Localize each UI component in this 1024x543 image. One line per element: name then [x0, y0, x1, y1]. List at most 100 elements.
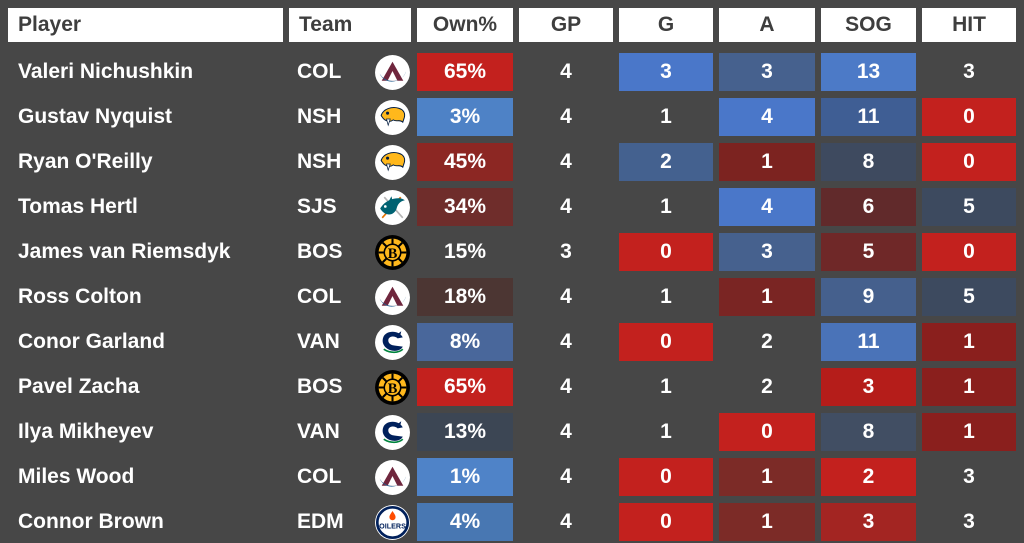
assists-cell: 1	[719, 503, 815, 541]
player-name: Ross Colton	[18, 285, 142, 308]
goals-cell: 0	[619, 503, 713, 541]
hits-cell: 0	[922, 233, 1016, 271]
goals-cell: 1	[660, 105, 672, 128]
goals-cell: 1	[660, 375, 672, 398]
ownership-pct-cell: 65%	[417, 53, 513, 91]
team-abbr: NSH	[297, 105, 342, 128]
svg-text:B: B	[388, 380, 398, 396]
team-cell: BOS B	[289, 233, 411, 271]
shots-on-goal-cell: 3	[821, 503, 916, 541]
table-row: Conor Garland VAN 8% 4 0 2 11 1	[8, 323, 1016, 361]
team-cell: NSH	[289, 143, 411, 181]
colorado-avalanche-logo-icon	[374, 54, 411, 91]
games-played-cell: 4	[560, 420, 572, 443]
ownership-pct-cell: 1%	[417, 458, 513, 496]
player-name: Ryan O'Reilly	[18, 150, 153, 173]
assists-cell: 4	[719, 98, 815, 136]
player-name: Gustav Nyquist	[18, 105, 173, 128]
svg-text:B: B	[388, 245, 398, 261]
edmonton-oilers-logo-icon: OILERS	[374, 504, 411, 541]
table-row: Tomas Hertl SJS 34% 4 1 4 6 5	[8, 188, 1016, 226]
player-name: Pavel Zacha	[18, 375, 140, 398]
games-played-cell: 4	[560, 330, 572, 353]
shots-on-goal-cell: 8	[821, 413, 916, 451]
shots-on-goal-cell: 3	[821, 368, 916, 406]
player-name: Connor Brown	[18, 510, 164, 533]
games-played-cell: 4	[560, 375, 572, 398]
col-header-hit: HIT	[922, 8, 1016, 42]
boston-bruins-logo-icon: B	[374, 234, 411, 271]
assists-cell: 3	[719, 53, 815, 91]
vancouver-canucks-logo-icon	[374, 324, 411, 361]
team-cell: EDM OILERS	[289, 503, 411, 541]
assists-cell: 1	[719, 143, 815, 181]
ownership-pct-cell: 4%	[417, 503, 513, 541]
team-cell: COL	[289, 53, 411, 91]
games-played-cell: 4	[560, 150, 572, 173]
team-abbr: COL	[297, 60, 342, 83]
ownership-pct-cell: 34%	[417, 188, 513, 226]
team-cell: NSH	[289, 98, 411, 136]
goals-cell: 0	[619, 233, 713, 271]
team-abbr: SJS	[297, 195, 337, 218]
player-name: Miles Wood	[18, 465, 135, 488]
shots-on-goal-cell: 13	[821, 53, 916, 91]
table-row: Pavel Zacha BOS B 65% 4 1 2 3 1	[8, 368, 1016, 406]
shots-on-goal-cell: 2	[821, 458, 916, 496]
team-cell: VAN	[289, 413, 411, 451]
col-header-team: Team	[289, 8, 411, 42]
hits-cell: 3	[963, 510, 975, 533]
shots-on-goal-cell: 8	[821, 143, 916, 181]
table-row: Ryan O'Reilly NSH 45% 4 2 1 8 0	[8, 143, 1016, 181]
hits-cell: 1	[922, 368, 1016, 406]
games-played-cell: 4	[560, 105, 572, 128]
team-abbr: BOS	[297, 375, 343, 398]
team-cell: COL	[289, 278, 411, 316]
assists-cell: 2	[761, 375, 773, 398]
assists-cell: 1	[719, 278, 815, 316]
assists-cell: 3	[719, 233, 815, 271]
table-header: Player Team Own% GP G A SOG HIT	[8, 8, 1016, 42]
table-row: Ilya Mikheyev VAN 13% 4 1 0 8 1	[8, 413, 1016, 451]
games-played-cell: 4	[560, 465, 572, 488]
col-header-gp: GP	[519, 8, 613, 42]
assists-cell: 1	[719, 458, 815, 496]
assists-cell: 2	[761, 330, 773, 353]
table-row: Gustav Nyquist NSH 3% 4 1 4 11 0	[8, 98, 1016, 136]
team-abbr: COL	[297, 285, 342, 308]
colorado-avalanche-logo-icon	[374, 459, 411, 496]
player-name: Ilya Mikheyev	[18, 420, 154, 443]
team-cell: SJS	[289, 188, 411, 226]
vancouver-canucks-logo-icon	[374, 414, 411, 451]
team-abbr: VAN	[297, 330, 340, 353]
boston-bruins-logo-icon: B	[374, 369, 411, 406]
table-row: Connor Brown EDM OILERS 4% 4 0 1 3 3	[8, 503, 1016, 541]
team-abbr: VAN	[297, 420, 340, 443]
hits-cell: 5	[922, 278, 1016, 316]
hits-cell: 1	[922, 413, 1016, 451]
goals-cell: 1	[660, 195, 672, 218]
hits-cell: 5	[922, 188, 1016, 226]
player-name: Valeri Nichushkin	[18, 60, 194, 83]
ownership-pct-cell: 45%	[417, 143, 513, 181]
ownership-pct-cell: 3%	[417, 98, 513, 136]
col-header-sog: SOG	[821, 8, 916, 42]
goals-cell: 1	[660, 420, 672, 443]
hits-cell: 1	[922, 323, 1016, 361]
assists-cell: 0	[719, 413, 815, 451]
svg-text:OILERS: OILERS	[379, 521, 406, 530]
games-played-cell: 4	[560, 285, 572, 308]
shots-on-goal-cell: 11	[821, 323, 916, 361]
games-played-cell: 3	[560, 240, 572, 263]
team-cell: VAN	[289, 323, 411, 361]
shots-on-goal-cell: 5	[821, 233, 916, 271]
goals-cell: 0	[619, 458, 713, 496]
games-played-cell: 4	[560, 60, 572, 83]
team-abbr: EDM	[297, 510, 344, 533]
team-cell: BOS B	[289, 368, 411, 406]
games-played-cell: 4	[560, 195, 572, 218]
hits-cell: 3	[963, 465, 975, 488]
ownership-pct-cell: 8%	[417, 323, 513, 361]
table-row: Ross Colton COL 18% 4 1 1 9 5	[8, 278, 1016, 316]
table-row: Miles Wood COL 1% 4 0 1 2 3	[8, 458, 1016, 496]
